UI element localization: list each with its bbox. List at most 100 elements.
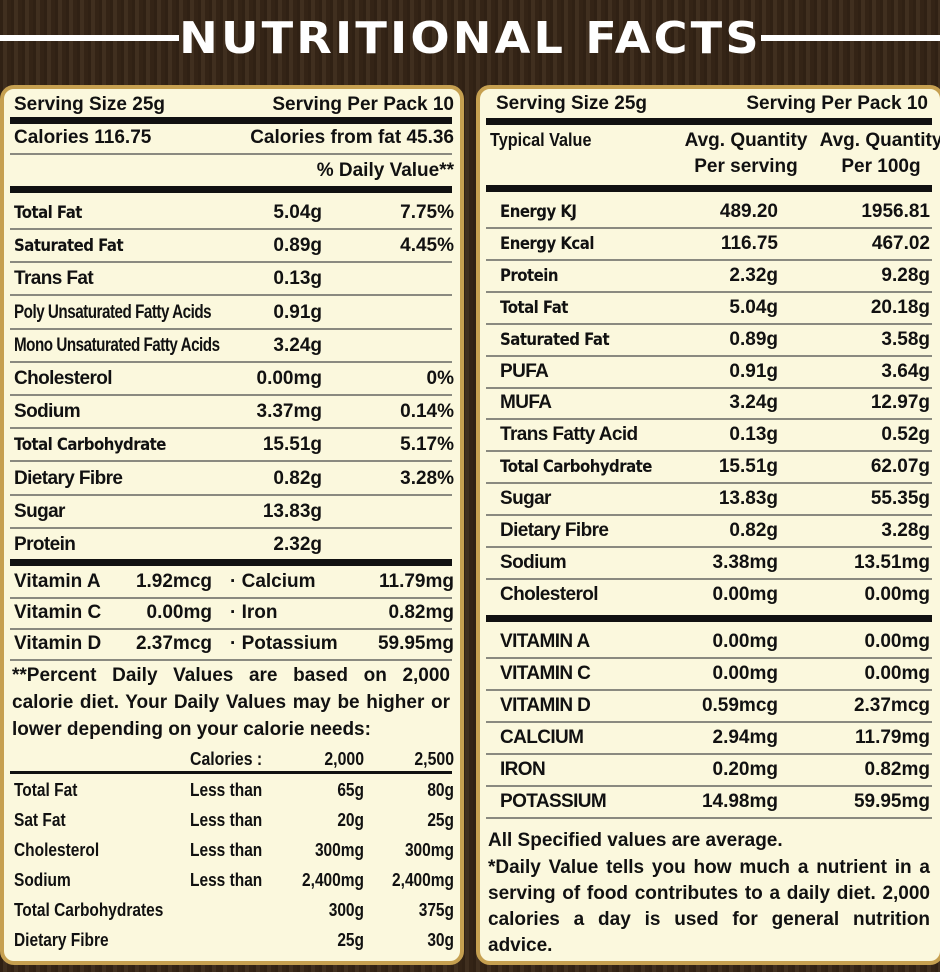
amount-per-100g: 0.00mg	[864, 631, 930, 652]
divider	[486, 185, 932, 192]
title-divider-right	[761, 35, 940, 41]
divider	[486, 753, 932, 755]
nutrient-amount: 3.37mg	[256, 401, 322, 423]
daily-value-header: % Daily Value**	[316, 160, 454, 181]
nutrient-row: PUFA 0.91g 3.64g	[486, 359, 932, 385]
divider	[486, 386, 932, 389]
dv-table-row: Sodium Less than 2,400mg 2,400mg	[10, 867, 454, 893]
nutrient-row: Total Fat 5.04g 7.75%	[10, 200, 454, 226]
vitamin-name: Vitamin A	[14, 571, 101, 592]
nutrient-row: Total Carbohydrate 15.51g 5.17%	[10, 432, 454, 458]
nutrient-amount: 0.91g	[273, 301, 322, 323]
nutrient-name-text: Energy KJ	[500, 202, 577, 222]
nutrient-name: Energy Kcal	[500, 233, 740, 255]
dv-2500: 30g	[427, 929, 454, 950]
amount-per-serving: 0.00mg	[712, 583, 778, 605]
nutrient-name: VITAMIN D	[500, 695, 740, 717]
nutrient-amount: 0.13g	[273, 268, 322, 290]
mineral-name: · Iron	[230, 602, 278, 623]
nutrient-name-text: Poly Unsaturated Fatty Acids	[14, 301, 212, 323]
nutrient-row: VITAMIN A 0.00mg 0.00mg	[486, 629, 932, 655]
amount-per-100g: 11.79mg	[855, 727, 930, 748]
nutrient-name: Trans Fatty Acid	[500, 424, 740, 446]
nutrient-name-text: Sodium	[500, 551, 567, 573]
col-100g-line2: Per 100g	[841, 156, 921, 177]
col-100g-line1: Avg. Quantity	[819, 130, 940, 151]
divider	[10, 360, 452, 363]
nutrient-name: Poly Unsaturated Fatty Acids	[14, 302, 274, 324]
amount-per-100g: 0.52g	[881, 424, 930, 446]
divider	[486, 450, 932, 453]
dv-2500: 375g	[418, 899, 454, 920]
amount-per-100g: 13.51mg	[853, 551, 930, 573]
divider	[486, 290, 932, 293]
nutrient-row: POTASSIUM 14.98mg 59.95mg	[486, 789, 932, 815]
nutrient-daily-value: 0.14%	[400, 401, 454, 423]
divider	[10, 597, 452, 599]
serving-row: Serving Size 25g Serving Per Pack 10	[486, 91, 932, 117]
dv-table-row: Dietary Fibre 25g 30g	[10, 927, 454, 953]
nutrient-row: Cholesterol 0.00mg 0%	[10, 366, 454, 392]
calories-row: Calories 116.75 Calories from fat 45.36	[10, 125, 454, 151]
dv-2000: 2,400mg	[302, 869, 364, 890]
nutrient-name: Sugar	[500, 488, 740, 510]
dv-2000: 20g	[337, 809, 364, 830]
divider	[10, 493, 452, 496]
average-note: All Specified values are average.	[488, 830, 783, 851]
serving-size: Serving Size 25g	[496, 93, 648, 114]
calories-2500: 2,500	[414, 748, 454, 769]
nutrient-amount: 13.83g	[262, 500, 322, 522]
amount-per-serving: 0.89g	[729, 328, 778, 350]
amount-per-100g: 3.58g	[881, 328, 930, 350]
nutrient-row: Saturated Fat 0.89g 4.45%	[10, 233, 454, 259]
amount-per-100g: 2.37mcg	[853, 695, 930, 716]
nutrient-row: Sugar 13.83g	[10, 499, 452, 525]
divider	[10, 460, 452, 463]
nutrient-name: Dietary Fibre	[500, 520, 740, 542]
nutrient-daily-value: 7.75%	[400, 202, 454, 223]
nutrient-amount: 2.32g	[273, 534, 322, 555]
divider	[10, 186, 452, 193]
nutrient-name-text: Cholesterol	[14, 368, 113, 389]
nutrient-name: Total Carbohydrate	[500, 456, 740, 478]
serving-size: Serving Size 25g	[14, 94, 166, 115]
dv-nutrient: Cholesterol	[14, 839, 100, 860]
divider	[486, 118, 932, 125]
nutrient-name: Total Carbohydrate	[14, 434, 274, 456]
dv-2500: 80g	[427, 779, 454, 800]
amount-per-serving: 13.83g	[718, 488, 778, 510]
nutrient-name: Sodium	[14, 401, 274, 423]
amount-per-serving: 2.32g	[729, 264, 778, 286]
nutrient-name-text: Cholesterol	[500, 583, 599, 605]
divider	[10, 261, 452, 264]
amount-per-serving: 0.59mcg	[701, 695, 778, 716]
nutrient-row: Sugar 13.83g 55.35g	[486, 486, 932, 512]
dv-2000: 25g	[337, 929, 364, 950]
vitamin-value: 1.92mcg	[135, 571, 212, 592]
nutrient-name: Saturated Fat	[14, 235, 274, 257]
nutrient-name: CALCIUM	[500, 727, 740, 749]
nutrient-name: Dietary Fibre	[14, 468, 274, 490]
amount-per-serving: 0.82g	[729, 520, 778, 541]
nutrient-row: Dietary Fibre 0.82g 3.28g	[486, 518, 932, 544]
vitamin-row: Vitamin D 2.37mcg · Potassium 59.95mg	[10, 631, 454, 657]
dv-2500: 2,400mg	[392, 869, 454, 890]
nutrient-row: Energy KJ 489.20 1956.81	[486, 199, 932, 225]
amount-per-100g: 467.02	[871, 232, 930, 254]
divider	[486, 258, 932, 261]
nutrient-name: Sugar	[14, 501, 274, 523]
nutrient-name-text: Energy Kcal	[500, 233, 594, 254]
calories-label: Calories :	[190, 748, 263, 769]
serving-row: Serving Size 25g Serving Per Pack 10	[10, 92, 454, 118]
nutrient-name-text: Trans Fatty Acid	[500, 424, 638, 446]
nutrient-row: MUFA 3.24g 12.97g	[486, 390, 932, 416]
amount-per-100g: 12.97g	[870, 392, 930, 414]
divider	[486, 514, 932, 517]
daily-value-header-row: % Daily Value**	[10, 158, 454, 184]
nutrient-name-text: Sodium	[14, 401, 81, 423]
amount-per-100g: 0.82mg	[864, 759, 930, 780]
vitamin-name: Vitamin C	[14, 602, 102, 623]
nutrient-daily-value: 0%	[426, 368, 454, 389]
divider	[486, 546, 932, 548]
page-title: NUTRITIONAL FACTS	[0, 8, 940, 68]
